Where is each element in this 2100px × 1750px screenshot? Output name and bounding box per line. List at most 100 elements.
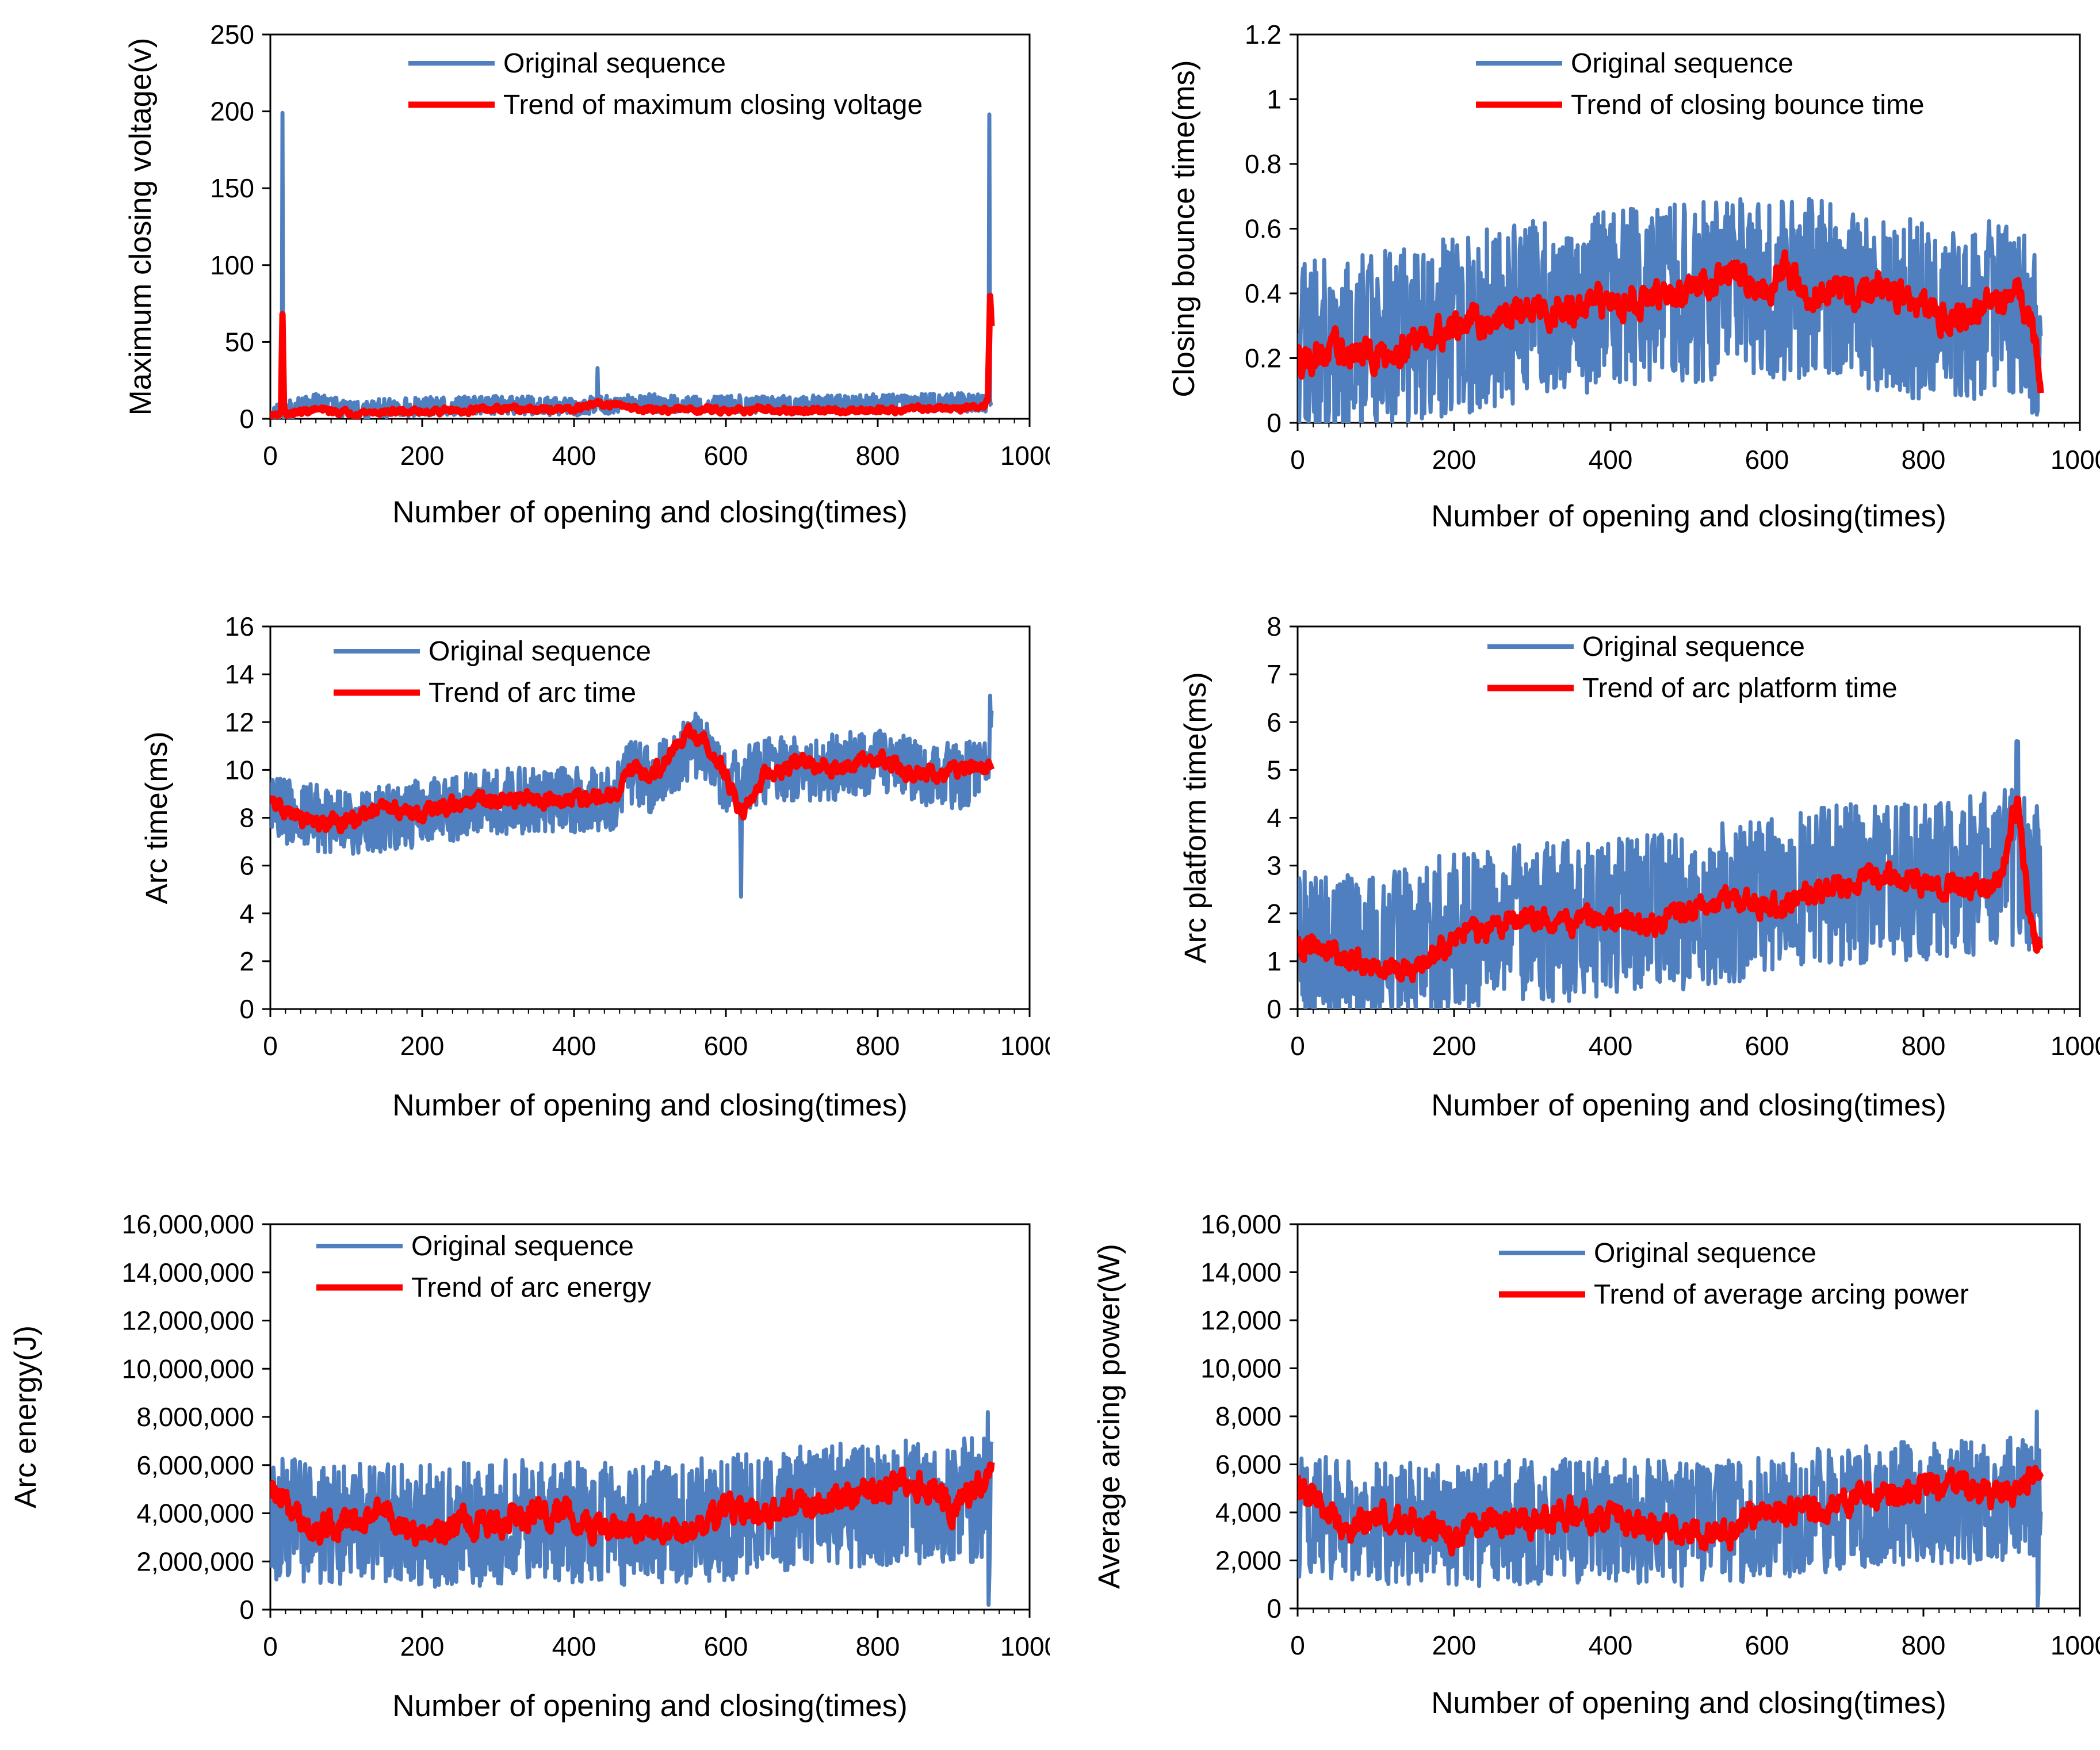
legend-label: Original sequence bbox=[429, 636, 651, 667]
y-tick-label: 0 bbox=[239, 404, 254, 434]
legend-label: Trend of arc energy bbox=[411, 1273, 651, 1303]
y-tick-label: 0.2 bbox=[1245, 343, 1282, 373]
y-tick-label: 4 bbox=[239, 899, 254, 929]
x-tick-label: 600 bbox=[704, 1031, 748, 1061]
x-axis-title: Number of opening and closing(times) bbox=[392, 495, 908, 529]
legend: Original sequence Trend of arc energy bbox=[316, 1231, 651, 1303]
series-group bbox=[1298, 739, 2044, 1009]
y-tick-label: 6 bbox=[1267, 707, 1282, 737]
x-tick-label: 400 bbox=[552, 441, 596, 471]
legend: Original sequence Trend of maximum closin… bbox=[408, 48, 923, 120]
x-axis-title: Number of opening and closing(times) bbox=[1431, 499, 1946, 533]
y-tick-label: 12,000,000 bbox=[122, 1306, 254, 1336]
y-tick-label: 50 bbox=[225, 327, 254, 357]
original-series-line bbox=[270, 693, 994, 899]
y-tick-label: 14,000,000 bbox=[122, 1258, 254, 1287]
y-axis-title: Average arcing power(W) bbox=[1092, 1244, 1126, 1589]
series-group bbox=[270, 693, 995, 899]
legend-label: Original sequence bbox=[1594, 1238, 1816, 1268]
x-tick-label: 0 bbox=[1290, 1031, 1305, 1061]
legend-label: Original sequence bbox=[503, 48, 726, 79]
legend: Original sequence Trend of average arcing… bbox=[1499, 1238, 1969, 1310]
x-tick-label: 200 bbox=[400, 441, 445, 471]
y-tick-label: 1.2 bbox=[1245, 20, 1282, 49]
trend-series-line bbox=[1298, 249, 2044, 393]
y-tick-label: 8,000 bbox=[1215, 1401, 1282, 1431]
series-group bbox=[1298, 197, 2044, 423]
y-tick-label: 4,000 bbox=[1215, 1497, 1282, 1527]
x-axis-title: Number of opening and closing(times) bbox=[392, 1088, 908, 1122]
y-tick-label: 10,000 bbox=[1200, 1354, 1282, 1384]
y-tick-label: 14 bbox=[225, 659, 254, 689]
y-tick-label: 3 bbox=[1267, 851, 1282, 881]
series-group bbox=[270, 1410, 995, 1607]
trend-series-line bbox=[1298, 795, 2044, 984]
y-tick-label: 250 bbox=[210, 20, 254, 49]
y-tick-label: 10 bbox=[225, 755, 254, 785]
series-group bbox=[1298, 1409, 2044, 1608]
legend: Original sequence Trend of closing bounce… bbox=[1476, 48, 1925, 120]
y-tick-label: 150 bbox=[210, 173, 254, 203]
y-axis-title: Arc energy(J) bbox=[9, 1325, 43, 1508]
x-axis-title: Number of opening and closing(times) bbox=[1431, 1088, 1946, 1122]
y-tick-label: 6,000,000 bbox=[136, 1450, 254, 1480]
x-tick-label: 800 bbox=[856, 1031, 900, 1061]
x-tick-label: 600 bbox=[1745, 1031, 1789, 1061]
x-tick-label: 0 bbox=[263, 1631, 278, 1661]
x-tick-label: 800 bbox=[1902, 1031, 1946, 1061]
y-tick-label: 8,000,000 bbox=[136, 1402, 254, 1432]
x-tick-label: 400 bbox=[1589, 445, 1633, 475]
y-tick-label: 0 bbox=[1267, 994, 1282, 1024]
y-tick-label: 8 bbox=[239, 803, 254, 833]
trend-series-line bbox=[270, 723, 995, 835]
y-axis-title: Closing bounce time(ms) bbox=[1167, 60, 1201, 397]
y-tick-label: 12,000 bbox=[1200, 1305, 1282, 1335]
x-tick-label: 600 bbox=[704, 1631, 748, 1661]
original-series-line bbox=[1298, 1409, 2043, 1608]
x-tick-label: 800 bbox=[1902, 445, 1946, 475]
x-tick-label: 400 bbox=[1589, 1630, 1633, 1660]
x-tick-label: 400 bbox=[552, 1631, 596, 1661]
trend-series-line bbox=[270, 292, 995, 419]
y-tick-label: 6,000 bbox=[1215, 1450, 1282, 1480]
legend-label: Original sequence bbox=[411, 1231, 634, 1262]
legend-label: Trend of arc platform time bbox=[1582, 673, 1898, 704]
y-tick-label: 100 bbox=[210, 250, 254, 280]
y-tick-label: 14,000 bbox=[1200, 1258, 1282, 1287]
original-series-line bbox=[270, 110, 993, 419]
y-axis-title: Arc time(ms) bbox=[140, 731, 174, 904]
y-tick-label: 16,000,000 bbox=[122, 1209, 254, 1239]
x-tick-label: 400 bbox=[552, 1031, 596, 1061]
y-tick-label: 16,000 bbox=[1200, 1209, 1282, 1239]
x-tick-label: 200 bbox=[1432, 1031, 1476, 1061]
y-tick-label: 10,000,000 bbox=[122, 1354, 254, 1384]
y-tick-label: 0 bbox=[239, 994, 254, 1024]
x-tick-label: 200 bbox=[1432, 445, 1476, 475]
y-tick-label: 0.4 bbox=[1245, 278, 1282, 308]
x-tick-label: 400 bbox=[1589, 1031, 1633, 1061]
y-tick-label: 0.6 bbox=[1245, 214, 1282, 244]
y-axis-title: Arc platform time(ms) bbox=[1179, 672, 1212, 963]
y-tick-label: 1 bbox=[1267, 946, 1282, 976]
x-tick-label: 0 bbox=[1290, 445, 1305, 475]
trend-series-line bbox=[1298, 1465, 2044, 1557]
series-group bbox=[270, 110, 995, 419]
y-tick-label: 0 bbox=[1267, 1594, 1282, 1623]
legend-label: Trend of average arcing power bbox=[1594, 1279, 1969, 1310]
legend-label: Original sequence bbox=[1582, 632, 1805, 662]
x-tick-label: 600 bbox=[1745, 1630, 1789, 1660]
y-tick-label: 0 bbox=[239, 1595, 254, 1625]
y-tick-label: 0.8 bbox=[1245, 149, 1282, 179]
y-tick-label: 2 bbox=[239, 946, 254, 976]
